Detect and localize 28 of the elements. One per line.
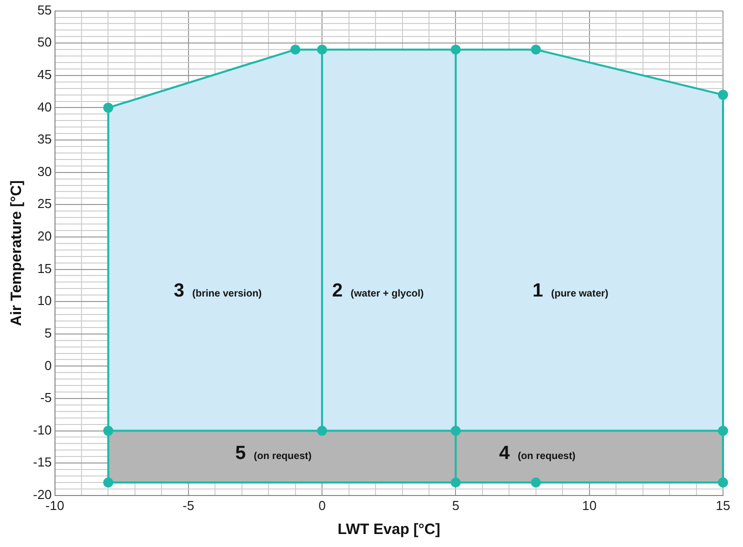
y-tick-label: 15 [37, 260, 52, 276]
y-tick-label: 0 [44, 358, 52, 373]
y-tick-label: 35 [37, 132, 52, 147]
x-tick-label: 15 [716, 498, 730, 513]
y-tick-label: 20 [37, 228, 52, 244]
x-tick-label: 5 [452, 498, 460, 513]
annotation: 5 (on request) [235, 443, 312, 464]
annotation: 4 (on request) [499, 443, 576, 464]
x-tick-label: 10 [582, 498, 597, 513]
y-tick-label: 45 [37, 66, 52, 82]
x-axis-title: LWT Evap [°C] [338, 521, 440, 538]
y-tick-label: 5 [44, 325, 52, 340]
y-tick-label: -10 [32, 422, 52, 438]
annotation: 2 (water + glycol) [332, 280, 424, 302]
annotation: 3 (brine version) [174, 280, 262, 302]
y-tick-label: 40 [37, 99, 52, 114]
y-tick-label: -15 [32, 454, 52, 470]
y-axis-title: Air Temperature [°C] [8, 180, 26, 326]
y-tick-label: 50 [37, 34, 52, 50]
y-tick-label: 30 [37, 164, 52, 179]
y-tick-label: 10 [37, 293, 52, 308]
y-tick-label: -20 [32, 486, 52, 502]
y-tick-label: 55 [37, 2, 52, 18]
annotation: 1 (pure water) [532, 280, 608, 302]
x-tick-label: -5 [182, 498, 194, 513]
x-tick-label: 0 [318, 498, 326, 513]
y-tick-label: -5 [40, 390, 52, 406]
y-tick-label: 25 [37, 196, 52, 212]
